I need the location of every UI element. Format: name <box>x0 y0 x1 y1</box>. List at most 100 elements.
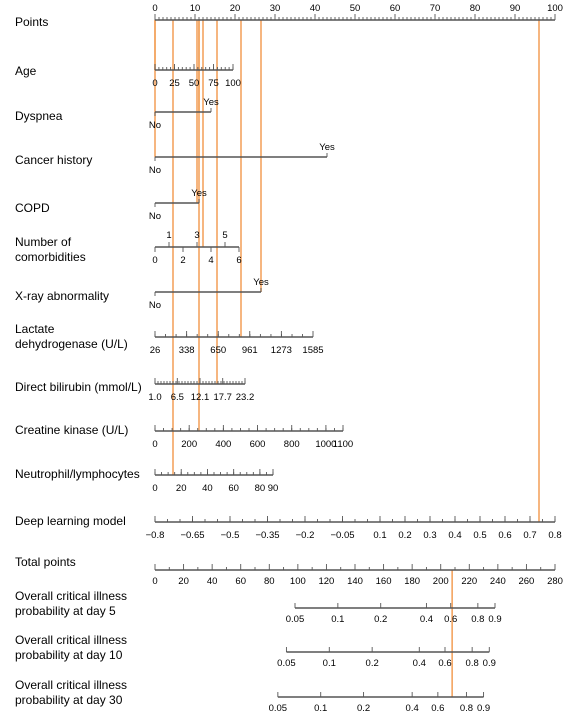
continuous-tick-label: 338 <box>179 345 195 356</box>
continuous-tick-label: 26 <box>150 345 161 356</box>
probability-tick-label: 0.1 <box>314 703 327 714</box>
continuous-tick-label: −0.5 <box>221 530 240 541</box>
count-tick-label: 4 <box>208 255 213 266</box>
continuous-tick-label: 0.2 <box>398 530 411 541</box>
count-tick-label: 6 <box>236 255 241 266</box>
probability-tick-label: 0.8 <box>460 703 473 714</box>
continuous-tick-label: 60 <box>228 483 239 494</box>
variable-label: COPD <box>15 201 50 215</box>
continuous-tick-label: 50 <box>189 78 200 89</box>
probability-label-line: Overall critical illness <box>15 678 127 692</box>
probability-tick-label: 0.6 <box>444 614 457 625</box>
probability-tick-label: 0.2 <box>357 703 370 714</box>
continuous-tick-label: 0.8 <box>548 530 561 541</box>
count-tick-label: 0 <box>152 255 157 266</box>
binary-level-yes: Yes <box>203 97 219 108</box>
continuous-tick-label: −0.65 <box>180 530 204 541</box>
continuous-tick-label: 6.5 <box>171 392 184 403</box>
continuous-tick-label: 961 <box>242 345 258 356</box>
continuous-tick-label: 800 <box>284 439 300 450</box>
points-tick-label: 90 <box>510 3 521 14</box>
probability-tick-label: 0.6 <box>438 658 451 669</box>
probability-tick-label: 0.2 <box>374 614 387 625</box>
continuous-tick-label: 400 <box>215 439 231 450</box>
variable-label-line: comorbidities <box>15 250 86 264</box>
points-tick-label: 60 <box>390 3 401 14</box>
probability-tick-label: 0.2 <box>366 658 379 669</box>
continuous-tick-label: 0.5 <box>473 530 486 541</box>
continuous-tick-label: 1000 <box>315 439 336 450</box>
binary-level-yes: Yes <box>253 277 269 288</box>
continuous-tick-label: −0.05 <box>330 530 354 541</box>
continuous-tick-label: 0 <box>152 483 157 494</box>
variable-label-line: Lactate <box>15 322 55 336</box>
continuous-tick-label: 0.4 <box>448 530 461 541</box>
variable-label: Deep learning model <box>15 514 126 528</box>
probability-axis-label: Overall critical illness probability at d… <box>15 633 127 662</box>
variable-label: Age <box>15 64 37 78</box>
total-tick-label: 140 <box>347 576 363 587</box>
continuous-tick-label: −0.2 <box>296 530 315 541</box>
continuous-tick-label: 0.6 <box>498 530 511 541</box>
binary-level-no: No <box>149 120 161 131</box>
continuous-tick-label: 0 <box>152 439 157 450</box>
total-tick-label: 180 <box>404 576 420 587</box>
continuous-tick-label: 80 <box>255 483 266 494</box>
continuous-tick-label: 1273 <box>271 345 292 356</box>
probability-label-line: probability at day 5 <box>15 604 116 618</box>
continuous-tick-label: 0.7 <box>523 530 536 541</box>
probability-label-line: probability at day 10 <box>15 648 123 662</box>
continuous-tick-label: 12.1 <box>191 392 210 403</box>
probability-tick-label: 0.8 <box>471 614 484 625</box>
probability-tick-label: 0.05 <box>286 614 305 625</box>
points-tick-label: 70 <box>430 3 441 14</box>
probability-label-line: Overall critical illness <box>15 589 127 603</box>
points-tick-label: 40 <box>310 3 321 14</box>
variable-label-line: Number of <box>15 235 72 249</box>
variable-label: Lactate dehydrogenase (U/L) <box>15 322 128 351</box>
count-tick-label: 2 <box>180 255 185 266</box>
variable-label-line: dehydrogenase (U/L) <box>15 337 128 351</box>
continuous-tick-label: 75 <box>208 78 219 89</box>
points-tick-label: 100 <box>547 3 563 14</box>
continuous-tick-label: 0 <box>152 78 157 89</box>
total-tick-label: 200 <box>433 576 449 587</box>
points-axis-label: Points <box>15 15 48 29</box>
continuous-tick-label: 0.3 <box>423 530 436 541</box>
variable-label: Neutrophil/lymphocytes <box>15 467 140 481</box>
continuous-tick-label: 600 <box>250 439 266 450</box>
probability-tick-label: 0.05 <box>277 658 296 669</box>
probability-tick-label: 0.9 <box>477 703 490 714</box>
probability-tick-label: 0.4 <box>406 703 419 714</box>
probability-tick-label: 0.1 <box>323 658 336 669</box>
probability-tick-label: 0.4 <box>413 658 426 669</box>
continuous-tick-label: 1.0 <box>148 392 161 403</box>
binary-level-no: No <box>149 300 161 311</box>
continuous-tick-label: 20 <box>176 483 187 494</box>
total-tick-label: 240 <box>490 576 506 587</box>
continuous-tick-label: 23.2 <box>236 392 255 403</box>
continuous-tick-label: −0.35 <box>255 530 279 541</box>
binary-level-no: No <box>149 211 161 222</box>
total-tick-label: 20 <box>178 576 189 587</box>
total-tick-label: 220 <box>461 576 477 587</box>
points-tick-label: 50 <box>350 3 361 14</box>
continuous-tick-label: 90 <box>268 483 279 494</box>
variable-label: Dyspnea <box>15 109 63 123</box>
probability-axis-label: Overall critical illness probability at d… <box>15 678 127 707</box>
continuous-tick-label: 200 <box>181 439 197 450</box>
continuous-tick-label: 25 <box>169 78 180 89</box>
continuous-tick-label: 1100 <box>333 439 353 450</box>
total-tick-label: 100 <box>290 576 306 587</box>
points-tick-label: 0 <box>152 3 157 14</box>
count-tick-label: 3 <box>194 230 199 241</box>
continuous-tick-label: 17.7 <box>213 392 232 403</box>
probability-tick-label: 0.1 <box>331 614 344 625</box>
probability-tick-label: 0.6 <box>431 703 444 714</box>
highlight-lines <box>154 20 540 697</box>
variable-label: Cancer history <box>15 153 92 167</box>
continuous-tick-label: 1585 <box>302 345 323 356</box>
total-tick-label: 280 <box>547 576 563 587</box>
